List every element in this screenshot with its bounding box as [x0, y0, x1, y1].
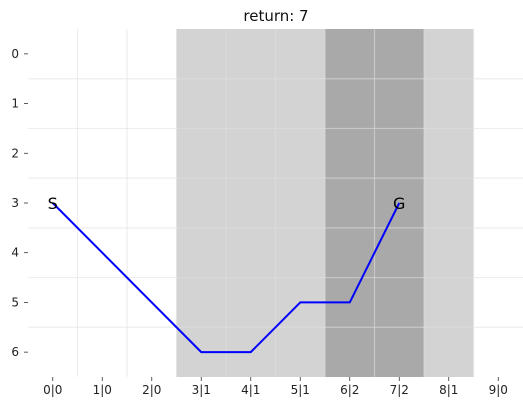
x-axis-ticks: 0|0 1|0 2|0 3|1 4|1 5|1 6|2 7|2 8|1 9|0: [43, 377, 508, 397]
x-tick-label: 9|0: [489, 383, 508, 397]
annotation-g: G: [393, 194, 405, 213]
x-tick-label: 1|0: [93, 383, 112, 397]
annotation-s: S: [48, 194, 58, 213]
band-0: [176, 29, 226, 377]
y-tick-label: 5: [11, 295, 19, 309]
x-tick-label: 0|0: [43, 383, 62, 397]
band-3: [325, 29, 375, 377]
grid-layer: [28, 29, 523, 377]
x-tick-label: 5|1: [291, 383, 310, 397]
y-tick-label: 3: [11, 196, 19, 210]
x-tick-label: 8|1: [439, 383, 458, 397]
band-2: [275, 29, 325, 377]
band-5: [424, 29, 474, 377]
y-tick-label: 1: [11, 97, 19, 111]
x-tick-label: 7|2: [390, 383, 409, 397]
x-tick-label: 2|0: [142, 383, 161, 397]
y-tick-label: 2: [11, 146, 19, 160]
chart-title: return: 7: [243, 7, 308, 25]
band-1: [226, 29, 276, 377]
y-axis-ticks: 0 1 2 3 4 5 6: [11, 47, 28, 359]
x-tick-label: 6|2: [340, 383, 359, 397]
series-layer: [52, 202, 401, 354]
y-tick-label: 4: [11, 246, 19, 260]
series-line-0: [52, 202, 401, 354]
x-tick-label: 4|1: [241, 383, 260, 397]
y-tick-label: 0: [11, 47, 19, 61]
x-tick-label: 3|1: [192, 383, 211, 397]
y-tick-label: 6: [11, 345, 19, 359]
